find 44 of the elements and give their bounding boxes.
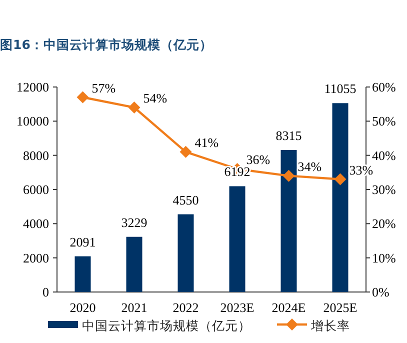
- bar: [229, 186, 246, 292]
- legend-label: 增长率: [310, 318, 350, 333]
- y-tick-label: 12000: [16, 80, 49, 94]
- point: [128, 102, 140, 114]
- data-label: 41%: [194, 134, 219, 150]
- data-label: 57%: [92, 80, 116, 96]
- bar: [280, 150, 297, 292]
- bar: [126, 236, 142, 292]
- y-tick-label: 8000: [23, 148, 49, 163]
- point: [282, 170, 295, 182]
- y-tick-label: 0: [42, 284, 49, 300]
- data-label: 8315: [276, 128, 302, 143]
- data-label: 4550: [172, 192, 199, 208]
- data-label: 36%: [246, 152, 270, 167]
- data-label: 54%: [143, 90, 168, 106]
- x-tick-label: 2022: [172, 300, 199, 315]
- bar: [332, 103, 348, 292]
- y-tick-label: 2000: [23, 250, 49, 266]
- y-tick-label: 4000: [23, 216, 49, 232]
- chart-title: 图16：中国云计算市场规模（亿元）: [0, 37, 212, 52]
- data-label: 2091: [70, 234, 96, 250]
- y2-tick-label: 60%: [372, 80, 396, 94]
- point: [76, 91, 89, 104]
- data-label: 11055: [324, 81, 356, 96]
- x-tick-label: 2025E: [323, 300, 358, 315]
- point: [334, 173, 346, 186]
- point: [180, 146, 192, 158]
- y2-tick-label: 50%: [372, 114, 396, 129]
- y2-tick-label: 10%: [372, 250, 396, 266]
- data-label: 34%: [298, 158, 322, 174]
- x-tick-label: 2020: [70, 300, 96, 315]
- bar: [74, 256, 91, 292]
- y-tick-label: 10000: [16, 114, 49, 129]
- x-tick-label: 2021: [121, 300, 148, 315]
- y-tick-label: 6000: [23, 182, 49, 197]
- legend-label: 中国云计算市场规模（亿元）: [82, 318, 251, 333]
- data-label: 3229: [121, 214, 148, 230]
- y2-tick-label: 20%: [372, 216, 396, 232]
- y2-tick-label: 0%: [372, 284, 390, 300]
- bar: [178, 214, 194, 292]
- x-tick-label: 2023E: [220, 300, 254, 315]
- x-tick-label: 2024E: [272, 300, 306, 315]
- y2-tick-label: 40%: [372, 148, 396, 163]
- y2-tick-label: 30%: [372, 182, 396, 197]
